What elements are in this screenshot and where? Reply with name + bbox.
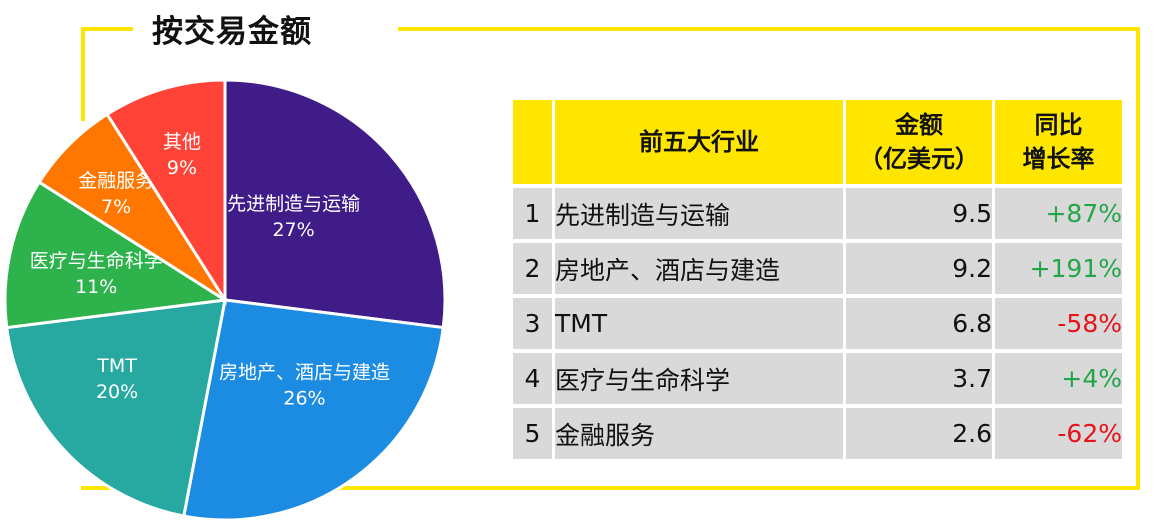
row-rank: 2 [513, 243, 555, 298]
frame-border-bottom [81, 486, 1140, 490]
pie-slice-label: 先进制造与运输 [227, 193, 360, 215]
row-industry: 先进制造与运输 [555, 188, 846, 243]
pie-slice-label: 其他 [163, 131, 201, 153]
pie-slice [105, 78, 227, 306]
pie-slice-percent: 20% [96, 381, 138, 403]
pie-slice-percent: 26% [283, 387, 325, 409]
header-growth: 同比 增长率 [995, 100, 1122, 188]
row-amount: 9.2 [846, 243, 995, 298]
pie-slice-label: 金融服务 [78, 170, 154, 192]
pie-slice-label: 房地产、酒店与建造 [219, 361, 390, 383]
row-industry: 房地产、酒店与建造 [555, 243, 846, 298]
row-growth: +87% [995, 188, 1122, 243]
row-amount: 3.7 [846, 353, 995, 408]
header-amount-line1: 金额 [895, 111, 943, 139]
row-growth: -62% [995, 408, 1122, 463]
table-row: 4 医疗与生命科学 3.7 +4% [513, 353, 1122, 408]
row-rank: 4 [513, 353, 555, 408]
frame-border-left [81, 27, 85, 121]
row-amount: 6.8 [846, 298, 995, 353]
header-rank [513, 100, 555, 188]
pie-chart: 先进制造与运输 27% 房地产、酒店与建造 26% TMT 20% 医疗与生命科学 11% 金融… [3, 78, 447, 522]
pie-slice-percent: 27% [272, 219, 314, 241]
header-amount-line2: （亿美元） [859, 145, 979, 173]
industry-table: 前五大行业 金额 （亿美元） 同比 增长率 1 先进制造与运输 9.5 +87%… [513, 100, 1122, 463]
table-row: 2 房地产、酒店与建造 9.2 +191% [513, 243, 1122, 298]
row-industry: 医疗与生命科学 [555, 353, 846, 408]
page-title: 按交易金额 [152, 14, 312, 50]
row-rank: 3 [513, 298, 555, 353]
table-header-row: 前五大行业 金额 （亿美元） 同比 增长率 [513, 100, 1122, 188]
header-industry: 前五大行业 [555, 100, 846, 188]
frame-border-top-left [81, 27, 133, 31]
row-industry: 金融服务 [555, 408, 846, 463]
row-growth: +191% [995, 243, 1122, 298]
row-growth: +4% [995, 353, 1122, 408]
table-row: 3 TMT 6.8 -58% [513, 298, 1122, 353]
row-amount: 2.6 [846, 408, 995, 463]
row-industry: TMT [555, 298, 846, 353]
pie-slice-percent: 9% [167, 157, 197, 179]
pie-slice [182, 298, 445, 522]
header-growth-line1: 同比 [1034, 111, 1083, 139]
pie-slice-label: TMT [96, 355, 137, 377]
table-row: 5 金融服务 2.6 -62% [513, 408, 1122, 463]
pie-slice [223, 78, 447, 330]
header-amount: 金额 （亿美元） [846, 100, 995, 188]
frame-border-right [1136, 27, 1140, 490]
table-row: 1 先进制造与运输 9.5 +87% [513, 188, 1122, 243]
pie-slice-label: 医疗与生命科学 [30, 250, 163, 272]
row-rank: 5 [513, 408, 555, 463]
header-growth-line2: 增长率 [1022, 145, 1095, 173]
pie-slice-percent: 11% [75, 276, 117, 298]
pie-slice-percent: 7% [101, 196, 131, 218]
pie-slice [5, 298, 227, 518]
row-amount: 9.5 [846, 188, 995, 243]
pie-slice [3, 180, 230, 330]
row-growth: -58% [995, 298, 1122, 353]
frame-border-top-right [398, 27, 1140, 31]
row-rank: 1 [513, 188, 555, 243]
